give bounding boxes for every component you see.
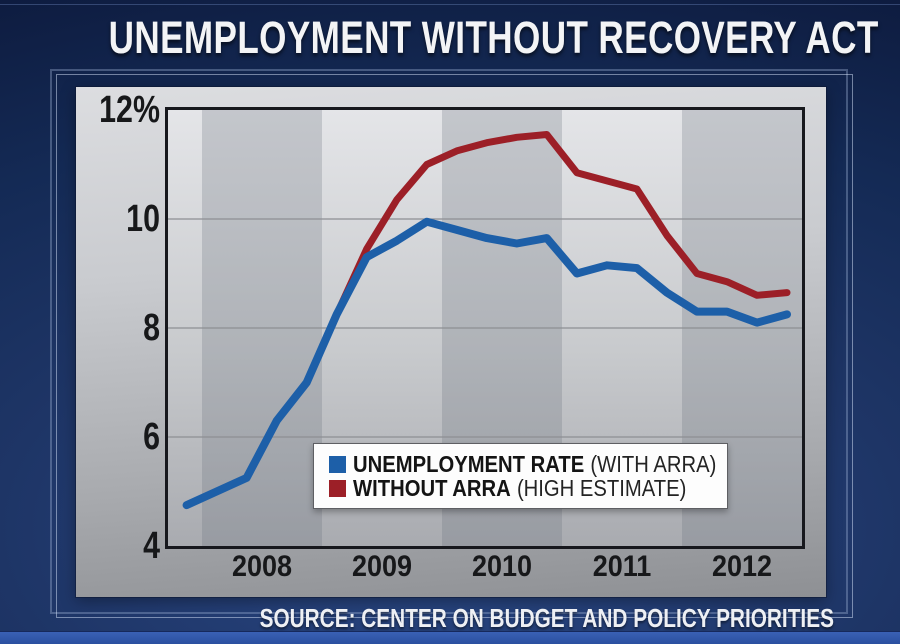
y-axis-label-6: 6 bbox=[143, 416, 160, 458]
plot-area: UNEMPLOYMENT RATE (WITH ARRA) WITHOUT ARR… bbox=[165, 107, 805, 549]
source-text: SOURCE: CENTER ON BUDGET AND POLICY PRIO… bbox=[259, 603, 834, 633]
legend-item-without-arra: WITHOUT ARRA (HIGH ESTIMATE) bbox=[329, 474, 727, 501]
chart-title-bar: UNEMPLOYMENT WITHOUT RECOVERY ACT bbox=[0, 12, 900, 64]
legend-label-with-arra: UNEMPLOYMENT RATE bbox=[353, 450, 585, 477]
chart-panel: 12% 10 8 6 4 UNEMPLOYMENT RATE (WITH ARRA) WI… bbox=[76, 87, 826, 597]
x-axis-label-2010: 2010 bbox=[471, 550, 532, 583]
y-axis-label-4: 4 bbox=[143, 525, 160, 567]
x-axis-label-2011: 2011 bbox=[592, 550, 652, 583]
top-edge-hairline bbox=[0, 4, 900, 5]
legend-swatch-without-arra bbox=[329, 479, 346, 497]
legend-item-with-arra: UNEMPLOYMENT RATE (WITH ARRA) bbox=[329, 450, 727, 477]
line-chart bbox=[168, 131, 802, 510]
legend-note-without-arra: (HIGH ESTIMATE) bbox=[516, 474, 687, 501]
y-axis-labels: 12% 10 8 6 4 bbox=[76, 87, 160, 597]
chart-title: UNEMPLOYMENT WITHOUT RECOVERY ACT bbox=[108, 12, 879, 63]
series-line-unemployment-rate-with-arra bbox=[182, 217, 791, 510]
chart-legend: UNEMPLOYMENT RATE (WITH ARRA) WITHOUT ARR… bbox=[313, 443, 728, 509]
y-axis-label-8: 8 bbox=[143, 307, 160, 349]
legend-label-without-arra: WITHOUT ARRA bbox=[353, 474, 511, 501]
legend-swatch-with-arra bbox=[329, 455, 346, 473]
x-axis-label-2008: 2008 bbox=[231, 550, 292, 583]
source-attribution-bar: SOURCE: CENTER ON BUDGET AND POLICY PRIO… bbox=[116, 604, 834, 632]
x-axis-label-2009: 2009 bbox=[351, 550, 412, 583]
y-axis-label-10: 10 bbox=[126, 198, 160, 240]
y-axis-label-12: 12% bbox=[99, 89, 160, 131]
bottom-accent-band bbox=[0, 631, 900, 644]
x-axis-label-2012: 2012 bbox=[711, 550, 772, 583]
series-line-without-arra-high-estimate bbox=[333, 131, 791, 318]
legend-note-with-arra: (WITH ARRA) bbox=[590, 450, 717, 477]
